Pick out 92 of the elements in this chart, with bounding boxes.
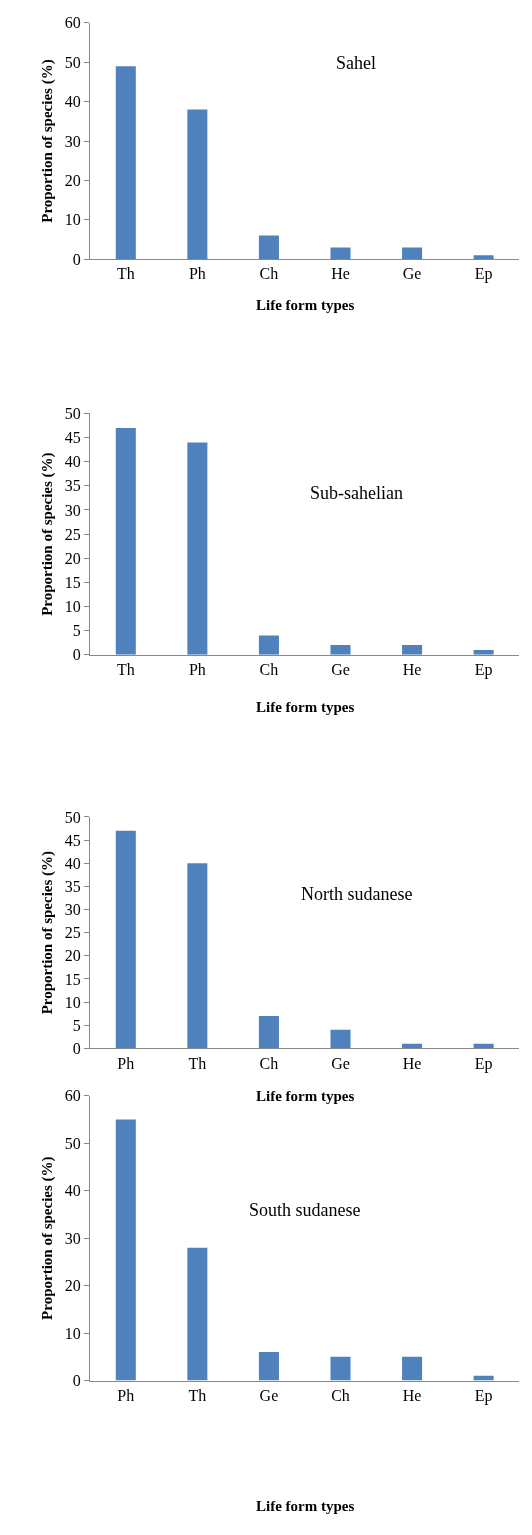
y-axis-title: Proportion of species (%) [39, 452, 57, 616]
bar [473, 255, 494, 260]
bar [402, 1356, 423, 1381]
x-tick-label: Ch [259, 265, 279, 283]
bar [258, 1352, 279, 1381]
x-tick-label: Ch [259, 660, 279, 678]
y-tick-label: 5 [72, 622, 81, 640]
y-tick-label: 50 [64, 1134, 81, 1152]
y-tick-label: 50 [64, 53, 81, 71]
bar [187, 109, 208, 260]
x-tick-label: Ph [117, 1386, 135, 1404]
x-tick-label: He [331, 265, 350, 283]
bar [115, 1119, 136, 1381]
y-tick-label: 30 [64, 501, 81, 519]
y-tick-label: 10 [64, 598, 81, 616]
y-axis-title: Proportion of species (%) [39, 1156, 57, 1320]
y-tick-label: 15 [64, 573, 81, 591]
bar [115, 66, 136, 260]
x-tick-label: He [402, 1054, 422, 1072]
x-tick-label: Ge [402, 265, 422, 283]
y-tick-label: 50 [64, 808, 81, 826]
annotation: South sudanese [249, 1200, 361, 1220]
x-tick-label: Ep [474, 1386, 493, 1405]
bar [330, 247, 351, 260]
y-tick-label: 35 [64, 477, 81, 495]
x-tick-label: Ep [474, 660, 493, 679]
annotation: Sahel [336, 53, 376, 73]
bar [115, 427, 136, 655]
y-tick-label: 60 [64, 1087, 81, 1105]
y-tick-label: 20 [64, 1277, 81, 1295]
y-tick-label: 35 [64, 877, 81, 895]
x-tick-label: Th [116, 660, 135, 678]
y-tick-label: 25 [64, 525, 81, 543]
annotation: Sub-sahelian [310, 483, 403, 503]
x-tick-label: He [402, 660, 422, 678]
x-tick-label: Ch [259, 1054, 279, 1072]
y-tick-label: 20 [64, 172, 81, 190]
y-tick-label: 5 [72, 1016, 81, 1034]
x-tick-label: Ge [331, 660, 350, 678]
x-tick-label: Ep [474, 1054, 493, 1073]
bar [330, 1029, 351, 1049]
y-tick-label: 25 [64, 924, 81, 942]
y-tick-label: 30 [64, 1229, 81, 1247]
bar [330, 645, 351, 655]
y-tick-label: 10 [64, 1324, 81, 1342]
x-axis-title: Life form types [256, 1088, 355, 1104]
y-tick-label: 40 [64, 453, 81, 471]
bar [115, 830, 136, 1049]
x-tick-label: He [402, 1386, 422, 1404]
y-tick-label: 40 [64, 1182, 81, 1200]
y-tick-label: 0 [72, 646, 81, 664]
bar [258, 235, 279, 260]
y-tick-label: 30 [64, 132, 81, 150]
y-tick-label: 45 [64, 429, 81, 447]
annotation: North sudanese [301, 884, 413, 904]
y-tick-label: 10 [64, 211, 81, 229]
bar [330, 1356, 351, 1381]
y-tick-label: 0 [72, 1372, 81, 1390]
x-tick-label: Ch [331, 1386, 350, 1404]
y-tick-label: 20 [64, 947, 81, 965]
x-tick-label: Th [116, 265, 135, 283]
y-tick-label: 0 [72, 1039, 81, 1057]
y-tick-label: 40 [64, 93, 81, 111]
bar [258, 635, 279, 655]
x-tick-label: Th [188, 1386, 207, 1404]
y-tick-label: 60 [64, 14, 81, 32]
x-tick-label: Ph [117, 1054, 135, 1072]
x-axis-title: Life form types [256, 1498, 355, 1514]
x-tick-label: Ph [188, 265, 206, 283]
y-tick-label: 50 [64, 405, 81, 423]
y-tick-label: 40 [64, 854, 81, 872]
bar [187, 442, 208, 655]
y-tick-label: 0 [72, 250, 81, 268]
x-tick-label: Th [188, 1054, 207, 1072]
y-tick-label: 15 [64, 970, 81, 988]
bar [187, 1247, 208, 1381]
bar [402, 645, 423, 655]
y-tick-label: 30 [64, 901, 81, 919]
bar [258, 1015, 279, 1049]
bar [187, 863, 208, 1049]
y-axis-title: Proportion of species (%) [39, 59, 57, 223]
y-tick-label: 45 [64, 831, 81, 849]
x-axis-title: Life form types [256, 297, 355, 313]
bar [402, 247, 423, 260]
y-axis-title: Proportion of species (%) [39, 850, 57, 1015]
x-tick-label: Ge [331, 1054, 350, 1072]
x-tick-label: Ge [259, 1386, 279, 1404]
y-tick-label: 20 [64, 549, 81, 567]
x-axis-title: Life form types [256, 699, 355, 715]
x-tick-label: Ep [474, 265, 493, 284]
x-tick-label: Ph [188, 660, 206, 678]
y-tick-label: 10 [64, 993, 81, 1011]
